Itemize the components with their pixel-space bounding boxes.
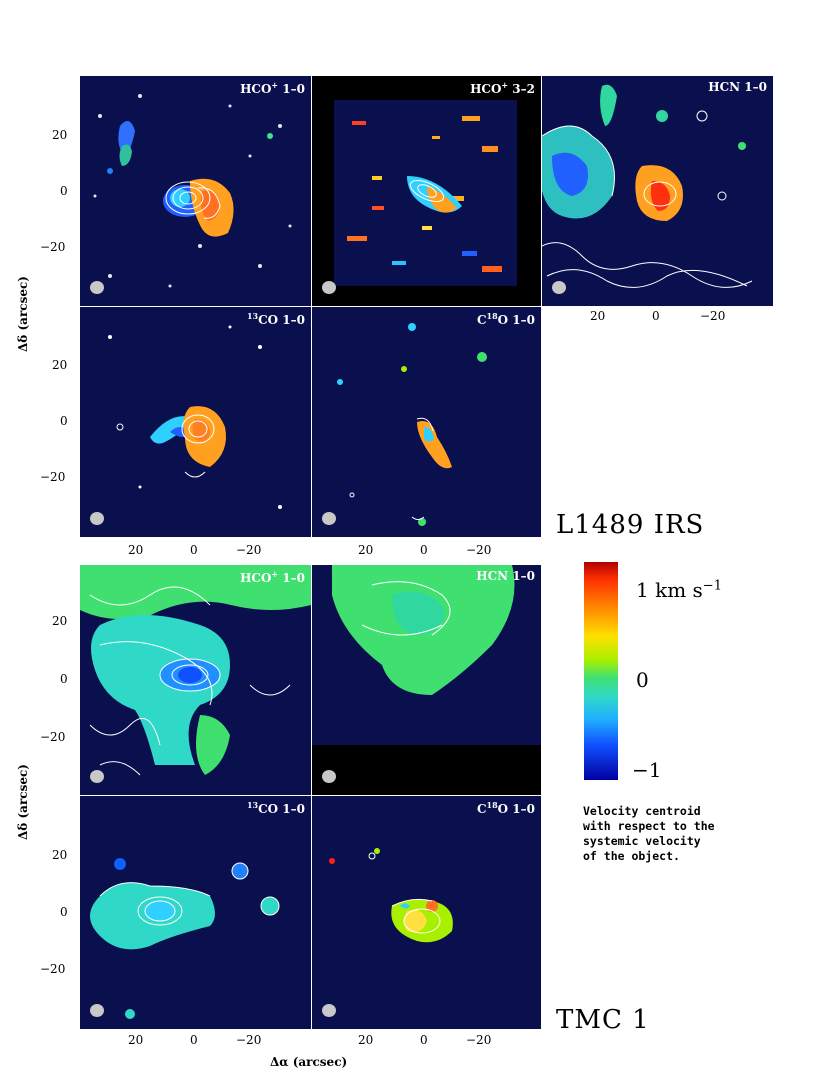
panel-l1489-hcn-1-0: HCN 1–0 bbox=[542, 76, 773, 306]
x-tick: 0 bbox=[420, 543, 428, 557]
x-tick: 20 bbox=[128, 1033, 144, 1047]
panel-label: HCO+ 1–0 bbox=[240, 80, 305, 96]
panel-label: HCO+ 3–2 bbox=[470, 80, 535, 96]
panel-label: C18O 1–0 bbox=[476, 311, 535, 327]
caption-line: with respect to the bbox=[583, 819, 715, 833]
panel-l1489-13co-1-0: 13CO 1–0 bbox=[80, 307, 311, 537]
panel-label: 13CO 1–0 bbox=[246, 311, 305, 327]
beam-marker bbox=[322, 1004, 336, 1017]
x-tick: 20 bbox=[590, 309, 606, 323]
panel-label: 13CO 1–0 bbox=[246, 800, 305, 816]
colorbar-label-mid: 0 bbox=[636, 668, 649, 692]
x-tick: −20 bbox=[236, 1033, 262, 1047]
colorbar-caption: Velocity centroid with respect to the sy… bbox=[583, 804, 763, 864]
y-tick: 0 bbox=[60, 184, 68, 198]
caption-line: Velocity centroid bbox=[583, 804, 701, 818]
panel-tmc1-13co-1-0: 13CO 1–0 bbox=[80, 796, 311, 1029]
velocity-colorbar bbox=[584, 562, 618, 780]
x-tick: 20 bbox=[128, 543, 144, 557]
y-tick: −20 bbox=[40, 470, 66, 484]
y-axis-label: Δδ (arcsec) bbox=[16, 276, 30, 352]
beam-marker bbox=[90, 770, 104, 783]
x-tick: −20 bbox=[236, 543, 262, 557]
object-title-tmc1: TMC 1 bbox=[556, 1005, 650, 1035]
beam-marker bbox=[552, 281, 566, 294]
caption-line: of the object. bbox=[583, 849, 680, 863]
x-tick: 0 bbox=[420, 1033, 428, 1047]
beam-marker bbox=[90, 1004, 104, 1017]
beam-marker bbox=[90, 281, 104, 294]
panel-tmc1-hco-1-0: HCO+ 1–0 bbox=[80, 565, 311, 795]
panel-tmc1-c18o-1-0: C18O 1–0 bbox=[312, 796, 541, 1029]
object-title-l1489: L1489 IRS bbox=[556, 510, 705, 540]
x-tick: −20 bbox=[700, 309, 726, 323]
y-tick: 0 bbox=[60, 672, 68, 686]
y-tick: 20 bbox=[52, 614, 68, 628]
y-tick: 0 bbox=[60, 905, 68, 919]
y-tick: −20 bbox=[40, 730, 66, 744]
y-tick: 20 bbox=[52, 848, 68, 862]
x-tick: 0 bbox=[190, 1033, 198, 1047]
panel-tmc1-hcn-1-0: HCN 1–0 bbox=[312, 565, 541, 795]
panel-label: HCN 1–0 bbox=[708, 80, 767, 94]
panel-label: HCO+ 1–0 bbox=[240, 569, 305, 585]
y-tick: −20 bbox=[40, 962, 66, 976]
panel-l1489-hco-3-2: HCO+ 3–2 bbox=[312, 76, 541, 306]
beam-marker bbox=[322, 281, 336, 294]
panel-label: HCN 1–0 bbox=[476, 569, 535, 583]
y-tick: 0 bbox=[60, 414, 68, 428]
x-axis-label: Δα (arcsec) bbox=[270, 1055, 348, 1069]
panel-l1489-hco-1-0: HCO+ 1–0 bbox=[80, 76, 311, 306]
y-axis-label: Δδ (arcsec) bbox=[16, 764, 30, 840]
x-tick: 0 bbox=[652, 309, 660, 323]
colorbar-label-top: 1 km s−1 bbox=[636, 578, 722, 602]
y-tick: 20 bbox=[52, 128, 68, 142]
beam-marker bbox=[322, 512, 336, 525]
panel-label: C18O 1–0 bbox=[476, 800, 535, 816]
x-tick: −20 bbox=[466, 543, 492, 557]
y-tick: 20 bbox=[52, 358, 68, 372]
x-tick: −20 bbox=[466, 1033, 492, 1047]
x-tick: 20 bbox=[358, 543, 374, 557]
beam-marker bbox=[90, 512, 104, 525]
y-tick: −20 bbox=[40, 240, 66, 254]
x-tick: 0 bbox=[190, 543, 198, 557]
caption-line: systemic velocity bbox=[583, 834, 701, 848]
colorbar-label-bottom: −1 bbox=[632, 758, 662, 782]
x-tick: 20 bbox=[358, 1033, 374, 1047]
panel-l1489-c18o-1-0: C18O 1–0 bbox=[312, 307, 541, 537]
beam-marker bbox=[322, 770, 336, 783]
